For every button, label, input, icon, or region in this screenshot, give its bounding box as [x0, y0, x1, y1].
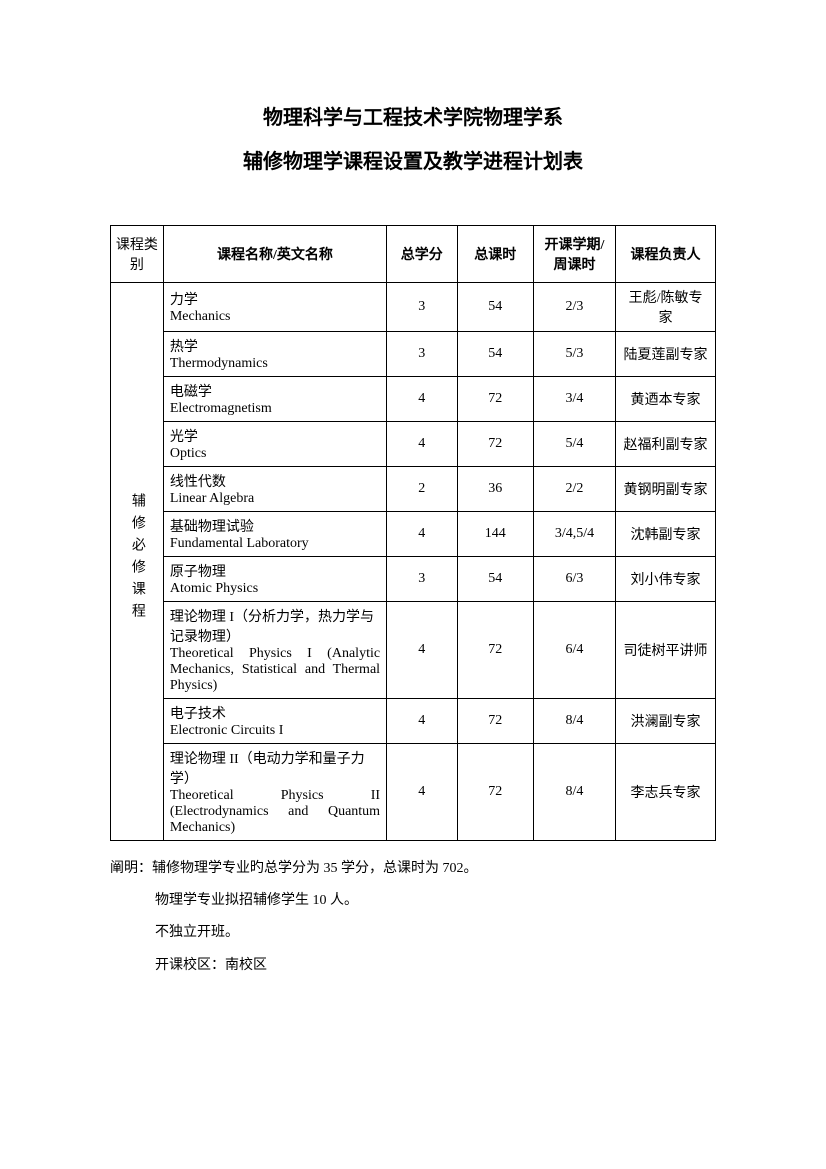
hours-cell: 72 — [457, 602, 533, 699]
semester-cell: 3/4 — [533, 377, 615, 422]
course-name-cn: 基础物理试验 — [170, 516, 380, 536]
note-line-3: 不独立开班。 — [110, 917, 716, 949]
semester-cell: 5/3 — [533, 332, 615, 377]
course-name-cn: 力学 — [170, 289, 380, 309]
credit-cell: 3 — [387, 283, 457, 332]
semester-cell: 6/3 — [533, 557, 615, 602]
note-line-4: 开课校区：南校区 — [110, 950, 716, 982]
notes-section: 阐明：辅修物理学专业旳总学分为 35 学分，总课时为 702。 物理学专业拟招辅… — [110, 853, 716, 982]
course-name-en: Electromagnetism — [170, 401, 380, 417]
teacher-cell: 刘小伟专家 — [616, 557, 716, 602]
hours-cell: 54 — [457, 283, 533, 332]
course-name-cell: 基础物理试验Fundamental Laboratory — [163, 512, 386, 557]
credit-cell: 3 — [387, 557, 457, 602]
header-category: 课程类别 — [111, 226, 164, 283]
credit-cell: 2 — [387, 467, 457, 512]
teacher-cell: 王彪/陈敏专家 — [616, 283, 716, 332]
course-name-en: Thermodynamics — [170, 356, 380, 372]
teacher-cell: 李志兵专家 — [616, 744, 716, 841]
header-credit: 总学分 — [387, 226, 457, 283]
hours-cell: 72 — [457, 422, 533, 467]
page-subtitle: 辅修物理学课程设置及教学进程计划表 — [110, 144, 716, 180]
semester-cell: 2/3 — [533, 283, 615, 332]
course-name-cell: 线性代数Linear Algebra — [163, 467, 386, 512]
table-row: 基础物理试验Fundamental Laboratory41443/4,5/4沈… — [111, 512, 716, 557]
course-name-cell: 光学Optics — [163, 422, 386, 467]
semester-cell: 6/4 — [533, 602, 615, 699]
course-name-cell: 电磁学Electromagnetism — [163, 377, 386, 422]
credit-cell: 4 — [387, 699, 457, 744]
hours-cell: 72 — [457, 377, 533, 422]
hours-cell: 54 — [457, 332, 533, 377]
course-name-cell: 电子技术Electronic Circuits I — [163, 699, 386, 744]
teacher-cell: 陆夏莲副专家 — [616, 332, 716, 377]
teacher-cell: 赵福利副专家 — [616, 422, 716, 467]
semester-cell: 8/4 — [533, 744, 615, 841]
teacher-cell: 黄钢明副专家 — [616, 467, 716, 512]
credit-cell: 4 — [387, 602, 457, 699]
hours-cell: 144 — [457, 512, 533, 557]
table-row: 电子技术Electronic Circuits I4728/4洪澜副专家 — [111, 699, 716, 744]
hours-cell: 36 — [457, 467, 533, 512]
table-row: 辅修必修课程力学Mechanics3542/3王彪/陈敏专家 — [111, 283, 716, 332]
course-table: 课程类别 课程名称/英文名称 总学分 总课时 开课学期/周课时 课程负责人 辅修… — [110, 225, 716, 841]
credit-cell: 4 — [387, 512, 457, 557]
course-name-en: Linear Algebra — [170, 491, 380, 507]
course-name-cn: 线性代数 — [170, 471, 380, 491]
teacher-cell: 洪澜副专家 — [616, 699, 716, 744]
semester-cell: 2/2 — [533, 467, 615, 512]
course-name-cell: 原子物理Atomic Physics — [163, 557, 386, 602]
course-name-cn: 理论物理 I（分析力学，热力学与记录物理） — [170, 606, 380, 646]
semester-cell: 5/4 — [533, 422, 615, 467]
course-name-en: Theoretical Physics II (Electrodynamics … — [170, 788, 380, 836]
course-name-cn: 光学 — [170, 426, 380, 446]
credit-cell: 3 — [387, 332, 457, 377]
table-row: 理论物理 II（电动力学和量子力学）Theoretical Physics II… — [111, 744, 716, 841]
table-header-row: 课程类别 课程名称/英文名称 总学分 总课时 开课学期/周课时 课程负责人 — [111, 226, 716, 283]
semester-cell: 3/4,5/4 — [533, 512, 615, 557]
credit-cell: 4 — [387, 377, 457, 422]
course-name-cn: 原子物理 — [170, 561, 380, 581]
table-row: 原子物理Atomic Physics3546/3刘小伟专家 — [111, 557, 716, 602]
course-name-cn: 电子技术 — [170, 703, 380, 723]
credit-cell: 4 — [387, 744, 457, 841]
teacher-cell: 黄迺本专家 — [616, 377, 716, 422]
header-teacher: 课程负责人 — [616, 226, 716, 283]
course-name-cn: 电磁学 — [170, 381, 380, 401]
course-name-en: Fundamental Laboratory — [170, 536, 380, 552]
table-row: 热学Thermodynamics3545/3陆夏莲副专家 — [111, 332, 716, 377]
page-title: 物理科学与工程技术学院物理学系 — [110, 100, 716, 136]
table-row: 光学Optics4725/4赵福利副专家 — [111, 422, 716, 467]
table-row: 理论物理 I（分析力学，热力学与记录物理）Theoretical Physics… — [111, 602, 716, 699]
course-name-en: Mechanics — [170, 309, 380, 325]
hours-cell: 72 — [457, 699, 533, 744]
course-name-cell: 理论物理 II（电动力学和量子力学）Theoretical Physics II… — [163, 744, 386, 841]
semester-cell: 8/4 — [533, 699, 615, 744]
course-name-cn: 理论物理 II（电动力学和量子力学） — [170, 748, 380, 788]
hours-cell: 54 — [457, 557, 533, 602]
table-row: 线性代数Linear Algebra2362/2黄钢明副专家 — [111, 467, 716, 512]
credit-cell: 4 — [387, 422, 457, 467]
header-semester: 开课学期/周课时 — [533, 226, 615, 283]
category-cell: 辅修必修课程 — [111, 283, 164, 841]
hours-cell: 72 — [457, 744, 533, 841]
note-line-1: 阐明：辅修物理学专业旳总学分为 35 学分，总课时为 702。 — [110, 853, 716, 885]
course-name-cell: 力学Mechanics — [163, 283, 386, 332]
header-name: 课程名称/英文名称 — [163, 226, 386, 283]
teacher-cell: 沈韩副专家 — [616, 512, 716, 557]
course-name-en: Theoretical Physics I (Analytic Mechanic… — [170, 646, 380, 694]
course-name-en: Optics — [170, 446, 380, 462]
course-name-cell: 热学Thermodynamics — [163, 332, 386, 377]
course-name-en: Electronic Circuits I — [170, 723, 380, 739]
teacher-cell: 司徒树平讲师 — [616, 602, 716, 699]
course-name-cn: 热学 — [170, 336, 380, 356]
note-line-2: 物理学专业拟招辅修学生 10 人。 — [110, 885, 716, 917]
course-name-cell: 理论物理 I（分析力学，热力学与记录物理）Theoretical Physics… — [163, 602, 386, 699]
header-hours: 总课时 — [457, 226, 533, 283]
course-name-en: Atomic Physics — [170, 581, 380, 597]
table-row: 电磁学Electromagnetism4723/4黄迺本专家 — [111, 377, 716, 422]
